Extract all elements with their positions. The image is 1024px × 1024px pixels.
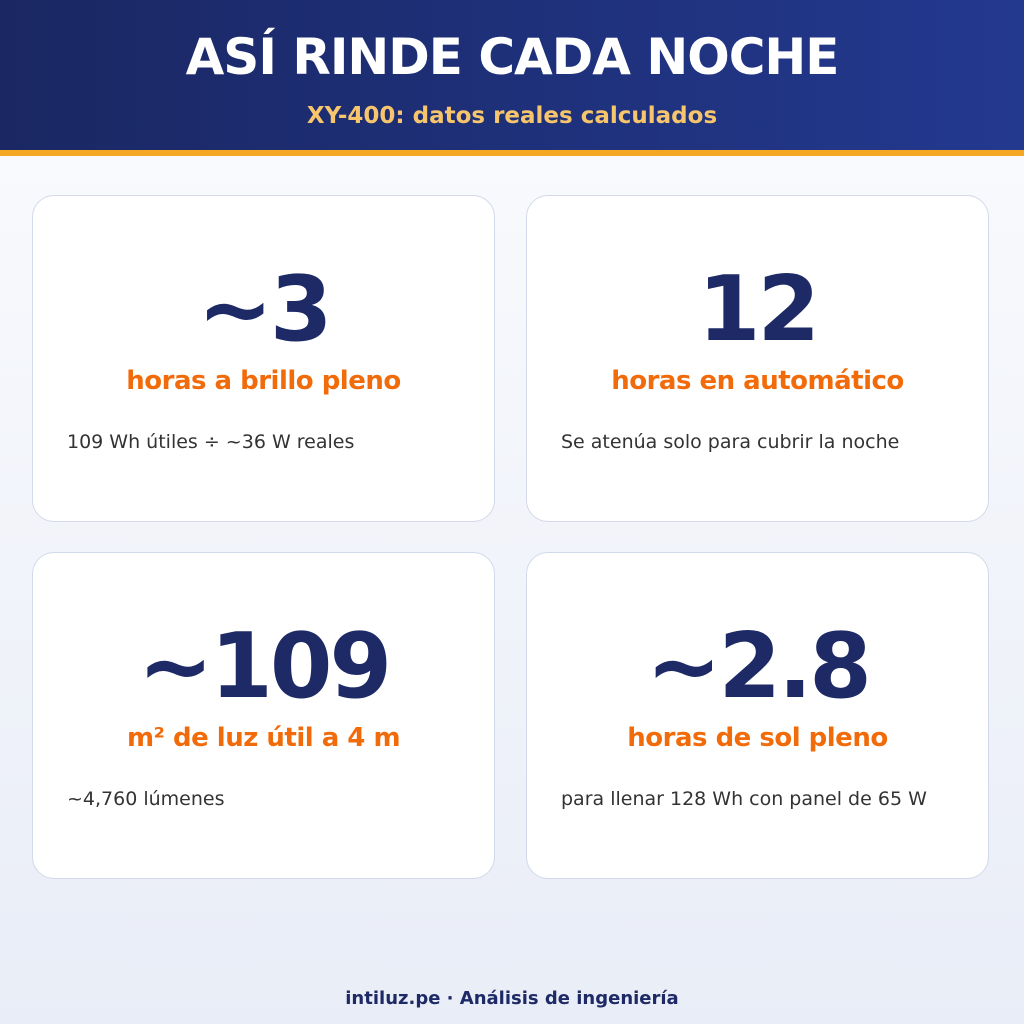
stat-card: 12 horas en automático Se atenúa solo para… <box>526 195 989 522</box>
stat-label: horas en automático <box>611 366 904 396</box>
subtitle: XY-400: datos reales calculados <box>306 103 718 129</box>
stat-label: m² de luz útil a 4 m <box>126 723 401 753</box>
title: ASÍ RINDE CADA NOCHE <box>185 28 840 86</box>
stat-label: horas a brillo pleno <box>126 366 401 396</box>
stat-note: ~4,760 lúmenes <box>67 788 225 810</box>
stat-label: horas de sol pleno <box>627 723 888 753</box>
stat-note: 109 Wh útiles ÷ ~36 W reales <box>67 431 355 453</box>
stat-value: ~2.8 <box>646 614 872 719</box>
stat-card: ~2.8 horas de sol pleno para llenar 128 Wh… <box>526 552 989 879</box>
stat-value: ~109 <box>137 614 392 719</box>
stat-note: para llenar 128 Wh con panel de 65 W <box>561 788 927 810</box>
stat-value: ~3 <box>197 257 332 362</box>
stat-note: Se atenúa solo para cubrir la noche <box>561 431 900 453</box>
footer: intiluz.pe · Análisis de ingeniería <box>345 988 679 1009</box>
stat-card: ~3 horas a brillo pleno 109 Wh útiles ÷ ~3… <box>32 195 495 522</box>
stat-card: ~109 m² de luz útil a 4 m ~4,760 lúmenes <box>32 552 495 879</box>
stat-value: 12 <box>697 257 820 362</box>
header: ASÍ RINDE CADA NOCHE XY-400: datos reale… <box>0 0 1024 156</box>
